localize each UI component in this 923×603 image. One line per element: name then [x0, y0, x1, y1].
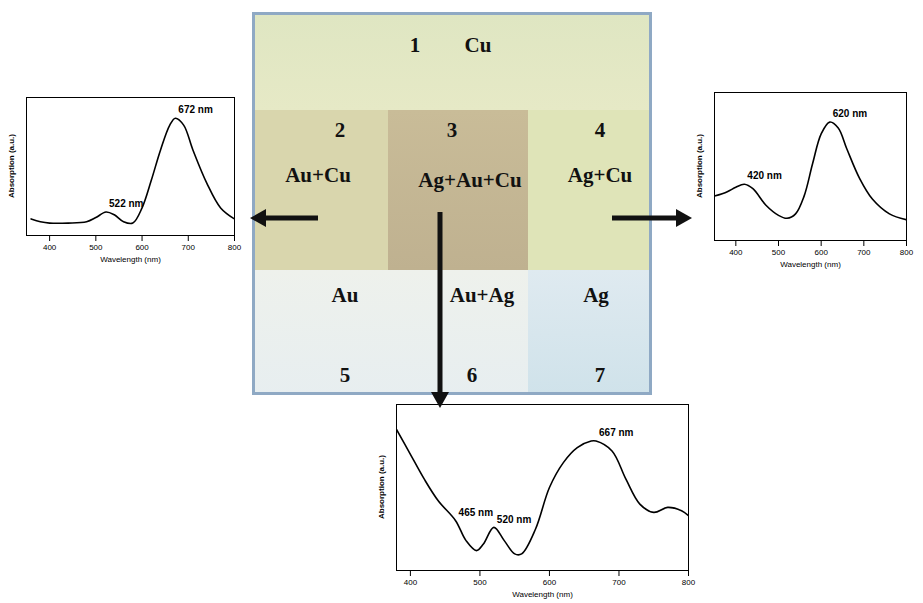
html-text:Au+Ag: Au+Ag [449, 282, 515, 307]
html-text:Ag+Au+Cu: Ag+Au+Cu [418, 167, 522, 192]
svg-text:700: 700 [182, 243, 196, 252]
svg-text:600: 600 [543, 578, 557, 587]
html-text:1: 1 [409, 32, 421, 57]
html-text:Au+Cu: Au+Cu [285, 162, 351, 187]
html-text:6: 6 [466, 362, 478, 387]
svg-text:420 nm: 420 nm [747, 170, 782, 181]
html-text:Absorption (a.u.): Absorption (a.u.) [6, 134, 16, 198]
svg-text:800: 800 [900, 248, 914, 257]
svg-text:400: 400 [43, 243, 57, 252]
svg-text:672 nm: 672 nm [178, 104, 213, 115]
svg-text:620 nm: 620 nm [833, 108, 868, 119]
svg-text:700: 700 [857, 248, 871, 257]
html-text:Absorption (a.u.): Absorption (a.u.) [376, 455, 386, 519]
svg-text:400: 400 [404, 578, 418, 587]
html-text:Cu: Cu [464, 32, 492, 57]
svg-text:Wavelength (nm): Wavelength (nm) [780, 260, 841, 269]
svg-text:600: 600 [135, 243, 149, 252]
svg-text:667 nm: 667 nm [599, 427, 634, 438]
svg-text:800: 800 [228, 243, 242, 252]
svg-text:400: 400 [729, 248, 743, 257]
svg-text:520 nm: 520 nm [497, 514, 532, 525]
html-text:Absorption (a.u.): Absorption (a.u.) [694, 134, 704, 198]
html-text:Ag: Ag [583, 282, 609, 307]
svg-text:800: 800 [682, 578, 696, 587]
svg-text:465 nm: 465 nm [459, 507, 494, 518]
svg-text:500: 500 [89, 243, 103, 252]
html-text:Au: Au [331, 282, 359, 307]
svg-text:Wavelength (nm): Wavelength (nm) [512, 590, 573, 599]
svg-text:522 nm: 522 nm [109, 198, 144, 209]
html-text:7: 7 [594, 362, 606, 387]
html-text:Ag+Cu: Ag+Cu [567, 162, 633, 187]
html-text:5: 5 [339, 362, 351, 387]
svg-text:500: 500 [772, 248, 786, 257]
html-text:3: 3 [446, 117, 458, 142]
html-text:2: 2 [334, 117, 346, 142]
svg-text:Wavelength (nm): Wavelength (nm) [100, 255, 161, 264]
svg-text:700: 700 [612, 578, 626, 587]
svg-text:600: 600 [814, 248, 828, 257]
html-text:4: 4 [594, 117, 606, 142]
svg-text:500: 500 [473, 578, 487, 587]
